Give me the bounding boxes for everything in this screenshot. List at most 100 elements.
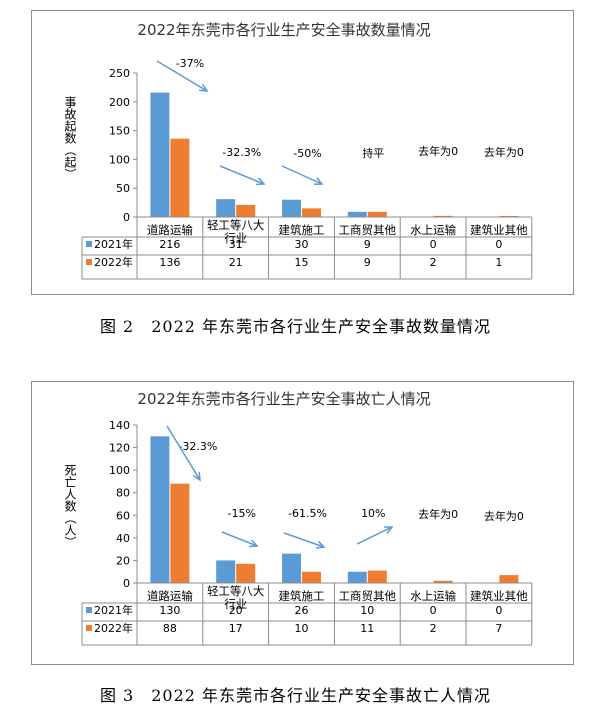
deaths-annotation: 10% (361, 507, 385, 520)
count-category-label: 建筑施工 (279, 223, 325, 237)
chart-deaths-count-svg: 2022年东莞市各行业生产安全事故亡人情况死亡人数（人）020406080100… (63, 390, 533, 646)
deaths-data-label: 17 (229, 622, 243, 635)
deaths-data-label: 7 (495, 622, 502, 635)
deaths-bar-2021 (347, 571, 367, 583)
deaths-bar-2022 (367, 570, 387, 583)
count-y-tick-label: 250 (109, 67, 130, 80)
count-category-label: 轻工等八大 (207, 218, 265, 232)
deaths-category-label: 水上运输 (410, 589, 456, 603)
deaths-category-label: 建筑业其他 (470, 589, 528, 603)
deaths-trend-arrow (283, 532, 325, 548)
deaths-data-label: 0 (495, 604, 502, 617)
deaths-trend-arrow-head (248, 539, 259, 548)
deaths-category-label: 行业 (224, 597, 247, 611)
count-legend-key-2021 (86, 241, 92, 247)
count-bar-2021 (150, 92, 170, 217)
deaths-annotation: 去年为0 (484, 509, 524, 523)
count-y-tick-label: 0 (123, 211, 130, 224)
deaths-category-label: 道路运输 (147, 589, 193, 603)
deaths-bar-2022 (499, 575, 519, 583)
count-bar-2021 (216, 199, 236, 217)
deaths-annotation: 去年为0 (418, 507, 458, 521)
deaths-chart-title: 2022年东莞市各行业生产安全事故亡人情况 (137, 390, 430, 408)
count-y-tick-label: 100 (109, 153, 130, 166)
deaths-bar-2021 (150, 436, 170, 583)
count-trend-arrow (219, 165, 265, 185)
count-y-tick-label: 150 (109, 125, 130, 138)
deaths-bar-2021 (216, 560, 236, 583)
count-trend-arrow (156, 60, 208, 92)
count-category-label: 工商贸其他 (339, 223, 397, 237)
count-annotation: -37% (176, 57, 204, 70)
deaths-annotation: -61.5% (288, 507, 327, 520)
deaths-trend-arrow (166, 425, 201, 481)
count-bar-2022 (236, 204, 256, 217)
count-annotation: 持平 (362, 146, 384, 160)
deaths-bar-2022 (236, 563, 256, 583)
count-legend-label: 2021年 (94, 237, 133, 251)
deaths-trend-arrow (221, 531, 258, 547)
deaths-data-label: 10 (360, 604, 374, 617)
count-category-label: 建筑业其他 (470, 223, 528, 237)
count-y-axis-label: 事故起数（起） (63, 96, 77, 180)
deaths-data-label: 11 (360, 622, 374, 635)
count-bar-2022 (302, 208, 321, 217)
count-data-label: 9 (364, 256, 371, 269)
count-data-label: 30 (295, 238, 309, 251)
deaths-y-tick-label: 80 (116, 487, 130, 500)
deaths-legend-key-2022 (86, 625, 92, 631)
deaths-trend-arrow (356, 526, 393, 545)
deaths-annotation: -32.3% (178, 440, 217, 453)
deaths-y-tick-label: 20 (116, 554, 130, 567)
deaths-trend-arrow-head (315, 540, 326, 549)
count-data-label: 216 (159, 238, 180, 251)
deaths-y-tick-label: 0 (123, 577, 130, 590)
count-data-label: 21 (229, 256, 243, 269)
deaths-bar-2021 (282, 553, 301, 583)
count-chart-title: 2022年东莞市各行业生产安全事故数量情况 (137, 21, 430, 39)
deaths-y-tick-label: 100 (109, 464, 130, 477)
deaths-data-label: 20 (229, 604, 243, 617)
deaths-data-label: 88 (163, 622, 177, 635)
count-data-label: 2 (430, 256, 437, 269)
deaths-trend-arrow-head (192, 471, 201, 482)
count-annotation: -50% (293, 147, 321, 160)
deaths-legend-label: 2022年 (94, 621, 133, 635)
count-category-label: 道路运输 (147, 223, 193, 237)
deaths-y-tick-label: 120 (109, 442, 130, 455)
count-trend-arrow-head (313, 177, 324, 185)
count-data-label: 9 (364, 238, 371, 251)
count-bar-2022 (367, 211, 387, 217)
deaths-category-label: 工商贸其他 (339, 589, 397, 603)
count-data-label: 15 (295, 256, 309, 269)
count-category-label: 水上运输 (410, 223, 456, 237)
chart-accidents-count-svg: 2022年东莞市各行业生产安全事故数量情况事故起数（起）050100150200… (63, 21, 533, 280)
deaths-annotation: -15% (227, 507, 255, 520)
deaths-data-label: 10 (295, 622, 309, 635)
deaths-y-tick-label: 140 (109, 419, 130, 432)
count-trend-arrow-head (255, 177, 266, 186)
count-data-label: 31 (229, 238, 243, 251)
deaths-legend-label: 2021年 (94, 603, 133, 617)
count-annotation: 去年为0 (418, 144, 458, 158)
deaths-trend-arrow-head (383, 526, 394, 534)
deaths-y-axis-label: 死亡人数（人） (63, 464, 77, 548)
deaths-data-label: 2 (430, 622, 437, 635)
count-data-label: 0 (495, 238, 502, 251)
deaths-bar-2022 (302, 571, 321, 583)
chart-deaths-count: 2022年东莞市各行业生产安全事故亡人情况 死亡人数（人） 0 20 40 60 80 100… (31, 381, 574, 665)
count-bar-2022 (433, 215, 453, 217)
count-annotation: 去年为0 (484, 145, 524, 159)
count-category-label: 行业 (224, 231, 247, 245)
count-trend-arrow-head (198, 83, 209, 92)
count-bar-2021 (282, 199, 301, 217)
deaths-data-label: 0 (430, 604, 437, 617)
count-bar-2021 (347, 211, 367, 217)
figure-caption-3: 图 3 2022 年东莞市各行业生产安全事故亡人情况 (99, 686, 492, 705)
count-legend-key-2022 (86, 259, 92, 265)
deaths-legend-key-2021 (86, 607, 92, 613)
deaths-data-label: 26 (295, 604, 309, 617)
count-data-label: 0 (430, 238, 437, 251)
chart-accidents-count: 2022年东莞市各行业生产安全事故数量情况 事故起数（起） 0 50 100 150 200… (31, 10, 574, 295)
deaths-data-label: 130 (159, 604, 180, 617)
